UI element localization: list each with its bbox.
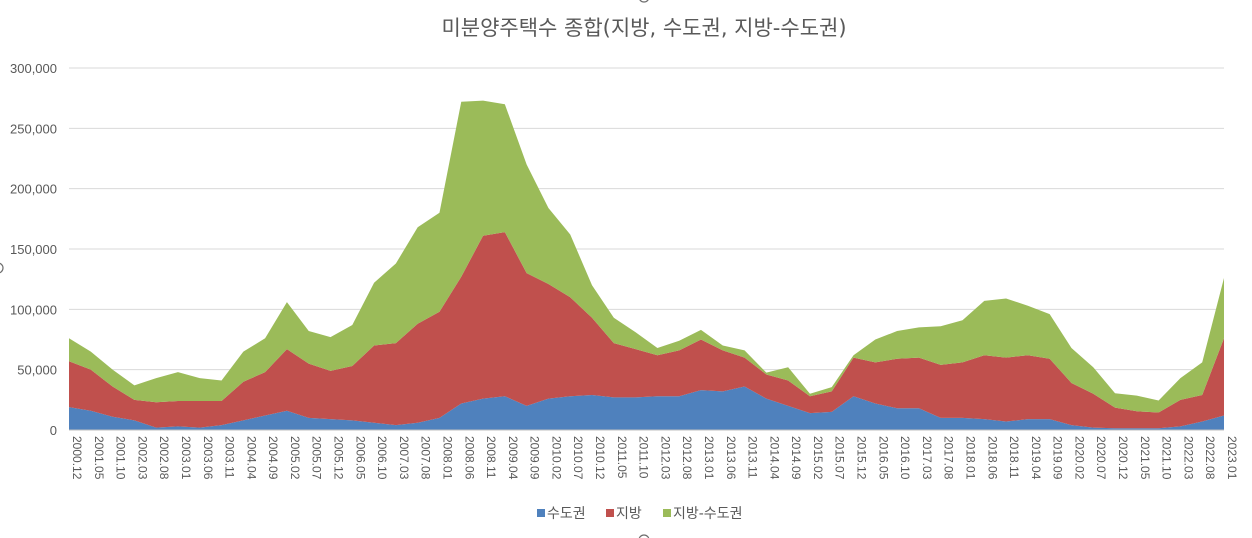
- x-tick-label: 2017.08: [942, 436, 956, 480]
- x-tick-label: 2005.02: [288, 436, 302, 480]
- x-tick-label: 2000.12: [70, 436, 84, 480]
- x-tick-label: 2016.05: [876, 436, 890, 480]
- x-tick-label: 2021.05: [1138, 436, 1152, 480]
- x-tick-label: 2003.01: [179, 436, 193, 480]
- x-tick-label: 2011.05: [615, 436, 629, 479]
- x-tick-label: 2023.01: [1225, 436, 1239, 480]
- x-tick-label: 2019.09: [1051, 436, 1065, 480]
- x-tick-label: 2022.03: [1181, 436, 1195, 480]
- x-tick-label: 2003.06: [201, 436, 215, 480]
- legend-label: 지방: [616, 506, 642, 522]
- x-tick-label: 2022.08: [1203, 436, 1217, 480]
- x-tick-label: 2009.09: [528, 436, 542, 480]
- x-tick-label: 2002.08: [157, 436, 171, 480]
- x-tick-label: 2004.04: [244, 436, 258, 480]
- x-tick-label: 2013.01: [702, 436, 716, 480]
- legend-swatch: [606, 509, 614, 517]
- x-tick-label: 2013.11: [746, 436, 760, 479]
- x-tick-label: 2005.07: [310, 436, 324, 480]
- x-tick-label: 2011.10: [637, 436, 651, 479]
- x-tick-label: 2003.11: [223, 436, 237, 479]
- x-tick-label: 2012.08: [680, 436, 694, 480]
- x-tick-label: 2010.07: [571, 436, 585, 480]
- x-tick-label: 2001.05: [92, 436, 106, 480]
- legend-label: 지방-수도권: [673, 506, 742, 522]
- chart-title: 미분양주택수 종합(지방, 수도권, 지방-수도권): [441, 16, 846, 40]
- x-tick-label: 2013.06: [724, 436, 738, 480]
- x-tick-label: 2005.12: [332, 436, 346, 480]
- area-series-1: [69, 386, 1224, 430]
- y-tick-label: 100,000: [10, 302, 57, 317]
- x-tick-label: 2006.05: [353, 436, 367, 480]
- x-tick-label: 2018.01: [963, 436, 977, 480]
- x-tick-label: 2017.03: [920, 436, 934, 480]
- x-tick-label: 2015.02: [811, 436, 825, 480]
- resize-handle-left[interactable]: [0, 262, 4, 274]
- resize-handle-bottom[interactable]: [638, 534, 650, 538]
- area-series-3: [69, 100, 1224, 413]
- y-tick-label: 200,000: [10, 182, 57, 197]
- x-tick-label: 2020.07: [1094, 436, 1108, 480]
- legend: 수도권 지방 지방-수도권: [537, 506, 742, 522]
- y-tick-label: 0: [50, 423, 57, 438]
- series-areas: [69, 100, 1224, 430]
- x-tick-label: 2019.04: [1029, 436, 1043, 480]
- x-tick-label: 2015.07: [833, 436, 847, 480]
- x-tick-label: 2018.06: [985, 436, 999, 480]
- x-tick-label: 2010.02: [549, 436, 563, 480]
- y-tick-label: 300,000: [10, 61, 57, 76]
- y-tick-label: 150,000: [10, 242, 57, 257]
- x-tick-label: 2008.01: [440, 436, 454, 480]
- x-tick-label: 2007.03: [397, 436, 411, 480]
- x-tick-label: 2021.10: [1160, 436, 1174, 480]
- x-tick-label: 2007.08: [419, 436, 433, 480]
- legend-swatch: [537, 509, 545, 517]
- x-tick-label: 2002.03: [135, 436, 149, 480]
- x-tick-label: 2004.09: [266, 436, 280, 480]
- x-tick-label: 2015.12: [855, 436, 869, 480]
- y-tick-label: 50,000: [17, 363, 57, 378]
- x-tick-label: 2010.12: [593, 436, 607, 480]
- x-tick-label: 2014.04: [767, 436, 781, 480]
- x-tick-label: 2008.06: [462, 436, 476, 480]
- resize-handle-top[interactable]: [639, 0, 649, 3]
- x-tick-label: 2008.11: [484, 436, 498, 479]
- y-tick-label: 250,000: [10, 121, 57, 136]
- x-tick-label: 2020.02: [1072, 436, 1086, 480]
- x-tick-label: 2009.04: [506, 436, 520, 480]
- x-tick-label: 2001.10: [114, 436, 128, 480]
- x-tick-label: 2014.09: [789, 436, 803, 480]
- x-axis-ticks: 2000.12 2001.05 2001.10 2002.03 2002.08 2003.…: [70, 436, 1239, 480]
- legend-label: 수도권: [547, 506, 586, 522]
- x-tick-label: 2012.03: [658, 436, 672, 480]
- x-tick-label: 2018.11: [1007, 436, 1021, 479]
- x-tick-label: 2020.12: [1116, 436, 1130, 480]
- x-tick-label: 2016.10: [898, 436, 912, 480]
- y-axis-ticks: 0 50,000 100,000 150,000 200,000 250,000 300,0…: [10, 61, 57, 438]
- area-series-2: [69, 232, 1224, 429]
- legend-swatch: [663, 509, 671, 517]
- x-tick-label: 2006.10: [375, 436, 389, 480]
